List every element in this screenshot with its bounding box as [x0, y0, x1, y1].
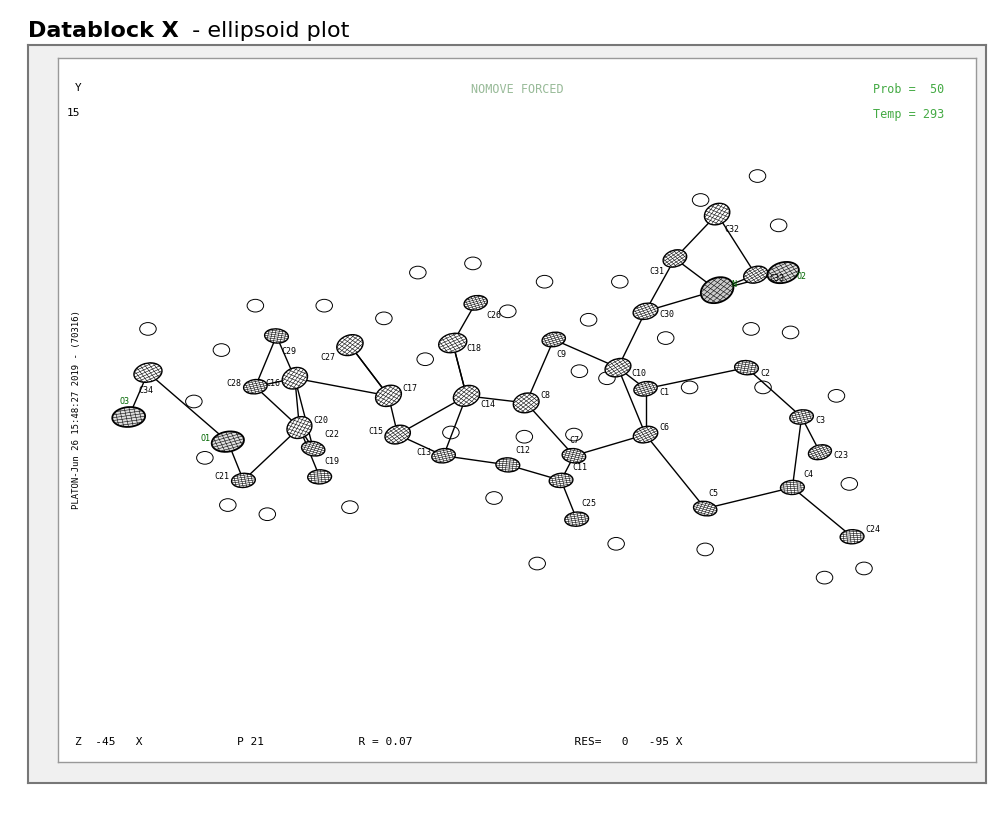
Text: C11: C11: [572, 463, 587, 472]
Text: C21: C21: [214, 472, 229, 481]
Text: C18: C18: [467, 344, 482, 353]
Text: C22: C22: [324, 430, 339, 439]
Text: C2: C2: [760, 369, 770, 378]
Ellipse shape: [663, 250, 687, 267]
Ellipse shape: [565, 512, 589, 527]
Text: C7: C7: [569, 436, 579, 445]
Ellipse shape: [704, 204, 730, 225]
Ellipse shape: [562, 448, 586, 463]
Text: C27: C27: [321, 353, 336, 363]
Ellipse shape: [768, 262, 799, 283]
Ellipse shape: [282, 368, 308, 389]
Ellipse shape: [287, 417, 312, 438]
Ellipse shape: [694, 501, 717, 516]
Text: C33: C33: [769, 274, 784, 283]
Text: C5: C5: [708, 489, 718, 498]
Ellipse shape: [513, 393, 539, 413]
Text: C15: C15: [368, 427, 383, 436]
Ellipse shape: [308, 470, 332, 484]
Text: C4: C4: [803, 471, 813, 480]
Ellipse shape: [744, 266, 768, 283]
Text: C12: C12: [515, 447, 530, 456]
Text: C28: C28: [226, 379, 241, 387]
Ellipse shape: [840, 530, 864, 544]
Ellipse shape: [464, 296, 487, 310]
Text: C13: C13: [416, 447, 431, 456]
Text: C10: C10: [632, 369, 647, 378]
Ellipse shape: [453, 386, 480, 406]
Ellipse shape: [265, 329, 288, 343]
Ellipse shape: [780, 480, 804, 494]
Text: C25: C25: [581, 499, 596, 508]
Ellipse shape: [376, 386, 401, 406]
Text: C9: C9: [556, 350, 566, 359]
Ellipse shape: [634, 382, 657, 396]
Text: C1: C1: [659, 388, 669, 397]
Text: C17: C17: [402, 384, 417, 393]
Text: Prob =  50: Prob = 50: [873, 83, 944, 96]
Ellipse shape: [212, 432, 244, 452]
Ellipse shape: [432, 448, 455, 463]
Text: O1: O1: [200, 433, 210, 442]
Text: C8: C8: [540, 391, 550, 400]
Ellipse shape: [633, 303, 658, 320]
Ellipse shape: [337, 335, 363, 356]
Text: - ellipsoid plot: - ellipsoid plot: [185, 21, 349, 40]
Ellipse shape: [112, 407, 145, 427]
Text: C26: C26: [487, 311, 502, 320]
Text: 15: 15: [67, 109, 81, 119]
Text: O2: O2: [797, 272, 807, 281]
Ellipse shape: [790, 410, 813, 424]
Text: Datablock X: Datablock X: [28, 21, 179, 40]
Text: O3: O3: [120, 397, 130, 406]
Text: C19: C19: [324, 456, 339, 466]
Text: C24: C24: [866, 525, 881, 534]
Ellipse shape: [542, 332, 565, 347]
Ellipse shape: [302, 442, 325, 456]
Text: PLATON-Jun 26 15:48:27 2019 - (70316): PLATON-Jun 26 15:48:27 2019 - (70316): [72, 311, 81, 509]
Ellipse shape: [244, 380, 267, 394]
Text: C14: C14: [480, 400, 495, 409]
Ellipse shape: [232, 473, 255, 488]
Text: Temp = 293: Temp = 293: [873, 109, 944, 121]
Ellipse shape: [633, 426, 658, 443]
Text: N: N: [731, 280, 736, 289]
Ellipse shape: [701, 277, 733, 303]
Text: Y: Y: [75, 83, 81, 93]
Ellipse shape: [605, 358, 631, 377]
Text: C3: C3: [815, 416, 825, 425]
Ellipse shape: [496, 458, 520, 472]
Text: C30: C30: [659, 311, 674, 320]
Text: C29: C29: [281, 347, 296, 356]
Text: C23: C23: [834, 452, 849, 461]
Ellipse shape: [385, 425, 410, 444]
Text: C32: C32: [724, 225, 739, 234]
Ellipse shape: [549, 473, 573, 488]
Text: C6: C6: [659, 423, 669, 432]
Text: C16: C16: [265, 379, 280, 388]
Ellipse shape: [134, 363, 162, 382]
Text: NOMOVE FORCED: NOMOVE FORCED: [471, 83, 563, 96]
Ellipse shape: [439, 333, 467, 353]
Text: C34: C34: [139, 386, 154, 395]
Ellipse shape: [735, 361, 758, 375]
Text: C31: C31: [649, 267, 664, 276]
Text: Z  -45   X              P 21              R = 0.07                        RES=  : Z -45 X P 21 R = 0.07 RES=: [75, 737, 682, 747]
Ellipse shape: [808, 445, 831, 460]
Text: C20: C20: [313, 416, 328, 425]
